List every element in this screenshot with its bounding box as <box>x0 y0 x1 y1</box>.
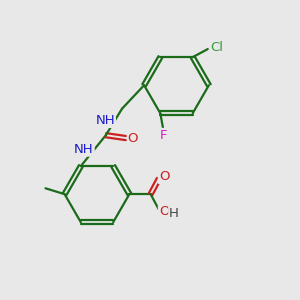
Text: Cl: Cl <box>210 41 223 54</box>
Text: O: O <box>159 205 169 218</box>
Text: NH: NH <box>74 143 94 156</box>
Text: H: H <box>169 207 179 220</box>
Text: O: O <box>159 170 169 183</box>
Text: O: O <box>128 132 138 145</box>
Text: NH: NH <box>95 114 115 127</box>
Text: F: F <box>160 129 168 142</box>
